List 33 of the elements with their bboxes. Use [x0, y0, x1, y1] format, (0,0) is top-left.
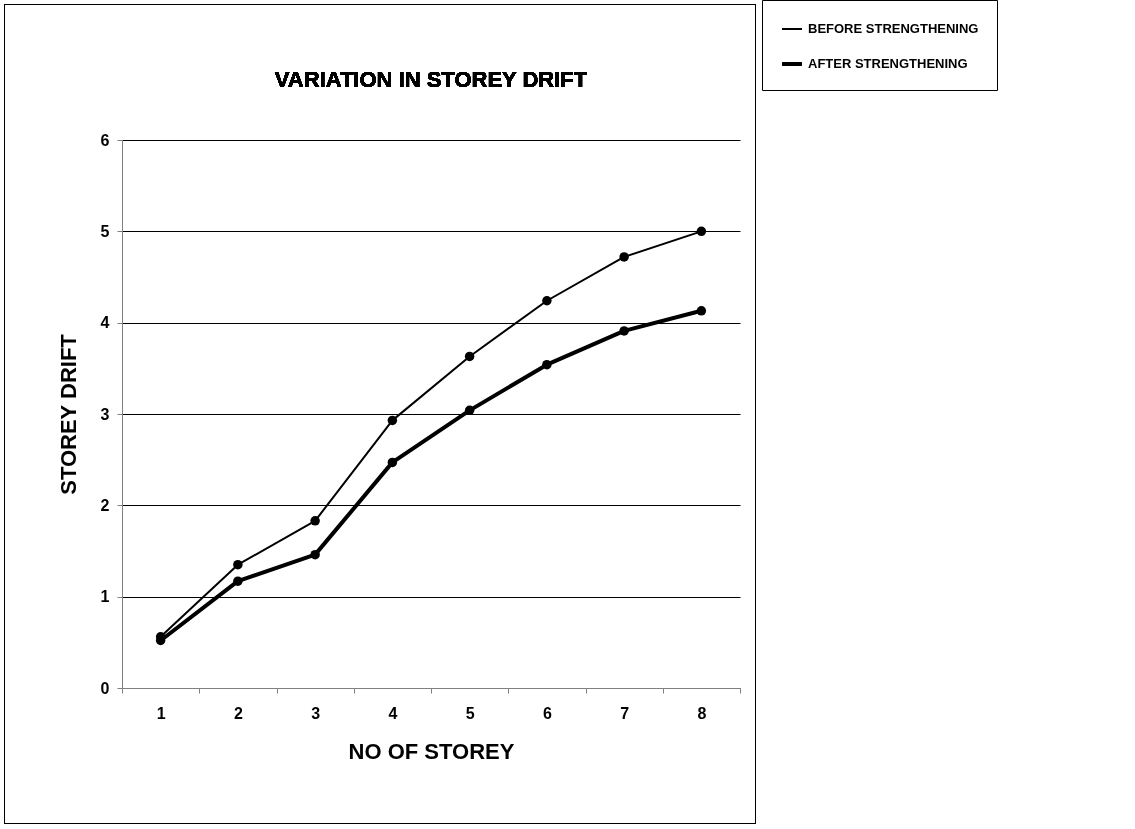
x-tick-label: 1 — [156, 704, 166, 722]
x-tick-label: 3 — [311, 704, 321, 722]
point — [542, 296, 552, 306]
y-tick-label: 6 — [100, 131, 110, 149]
x-tick-label: 4 — [388, 704, 398, 722]
y-tick-label: 2 — [100, 496, 110, 514]
point — [387, 415, 398, 426]
point — [619, 326, 629, 336]
point — [310, 549, 320, 560]
chart-title: VARIATION IN STOREY DRIFT — [274, 67, 588, 92]
legend-label: AFTER STRENGTHENING — [808, 56, 968, 71]
legend-label: BEFORE STRENGTHENING — [808, 21, 979, 36]
point — [696, 306, 707, 316]
y-tick-label: 0 — [100, 679, 110, 697]
point — [464, 351, 475, 362]
point — [619, 252, 629, 262]
y-axis-title: STOREY DRIFT — [55, 333, 81, 495]
x-tick-label: 2 — [233, 704, 243, 722]
point — [233, 576, 243, 586]
y-tick-label: 1 — [100, 588, 110, 606]
x-tick-label: 8 — [697, 704, 707, 722]
point — [542, 359, 552, 370]
y-tick-label: 5 — [100, 222, 110, 240]
x-tick-label: 7 — [620, 704, 630, 722]
y-tick-label: 3 — [100, 405, 110, 423]
point — [310, 516, 320, 526]
x-tick-label: 5 — [465, 704, 475, 722]
x-tick-label: 6 — [542, 704, 552, 722]
point — [387, 457, 398, 468]
point — [233, 559, 243, 570]
x-axis-title: NO OF STOREY — [348, 738, 515, 764]
point — [696, 226, 707, 237]
y-tick-label: 4 — [100, 314, 110, 332]
